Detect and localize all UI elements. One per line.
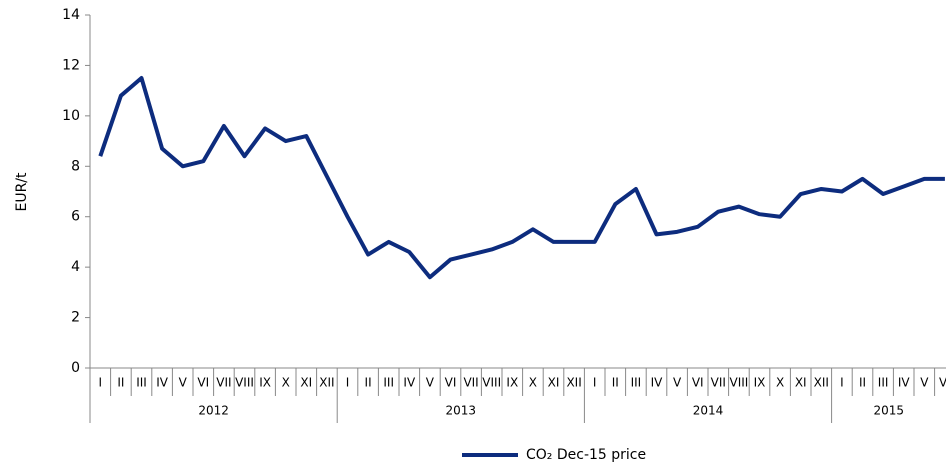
- x-tick-label: V: [673, 376, 682, 390]
- x-tick-label: VI: [445, 376, 457, 390]
- x-tick-label: III: [383, 376, 394, 390]
- x-tick-label: III: [631, 376, 642, 390]
- x-tick-label: VII: [463, 376, 478, 390]
- year-label: 2014: [693, 404, 724, 418]
- x-tick-label: V: [920, 376, 929, 390]
- x-tick-label: X: [529, 376, 537, 390]
- x-tick-label: I: [840, 376, 844, 390]
- x-tick-label: XII: [319, 376, 334, 390]
- y-tick-label: 0: [71, 360, 80, 376]
- x-tick-label: II: [365, 376, 372, 390]
- x-tick-label: II: [612, 376, 619, 390]
- x-tick-label: XI: [300, 376, 312, 390]
- y-tick-label: 12: [62, 57, 80, 73]
- x-tick-label: IV: [156, 376, 169, 390]
- year-label: 2012: [198, 404, 229, 418]
- x-tick-label: VIII: [235, 376, 254, 390]
- x-tick-label: VIII: [729, 376, 748, 390]
- x-tick-label: XII: [814, 376, 829, 390]
- x-tick-label: III: [878, 376, 889, 390]
- y-tick-label: 4: [71, 259, 80, 275]
- legend-label: CO₂ Dec-15 price: [526, 447, 646, 463]
- x-tick-label: II: [859, 376, 866, 390]
- year-label: 2013: [446, 404, 477, 418]
- y-tick-label: 2: [71, 310, 80, 326]
- x-tick-label: VI: [692, 376, 704, 390]
- x-tick-label: I: [593, 376, 597, 390]
- x-tick-label: II: [117, 376, 124, 390]
- x-tick-label: IV: [898, 376, 911, 390]
- x-tick-label: VII: [216, 376, 231, 390]
- x-tick-label: IX: [754, 376, 766, 390]
- x-tick-label: X: [776, 376, 784, 390]
- x-tick-label: X: [282, 376, 290, 390]
- x-tick-label: XI: [795, 376, 807, 390]
- x-tick-label: IX: [506, 376, 518, 390]
- price-line: [98, 76, 945, 280]
- x-tick-label: VI: [939, 376, 946, 390]
- x-tick-label: III: [136, 376, 147, 390]
- y-tick-label: 8: [71, 158, 80, 174]
- x-tick-label: V: [179, 376, 188, 390]
- x-tick-label: XI: [548, 376, 560, 390]
- x-tick-label: XII: [566, 376, 581, 390]
- y-tick-label: 6: [71, 209, 80, 225]
- x-tick-label: IV: [403, 376, 416, 390]
- x-tick-label: I: [346, 376, 350, 390]
- y-axis-label: EUR/t: [14, 172, 30, 212]
- x-tick-label: VIII: [482, 376, 501, 390]
- x-tick-label: I: [99, 376, 103, 390]
- x-tick-label: V: [426, 376, 435, 390]
- year-label: 2015: [874, 404, 905, 418]
- x-tick-label: IV: [651, 376, 664, 390]
- x-tick-label: VII: [711, 376, 726, 390]
- x-tick-label: IX: [259, 376, 271, 390]
- x-tick-label: VI: [197, 376, 209, 390]
- y-tick-label: 10: [62, 108, 80, 124]
- y-tick-label: 14: [62, 7, 80, 23]
